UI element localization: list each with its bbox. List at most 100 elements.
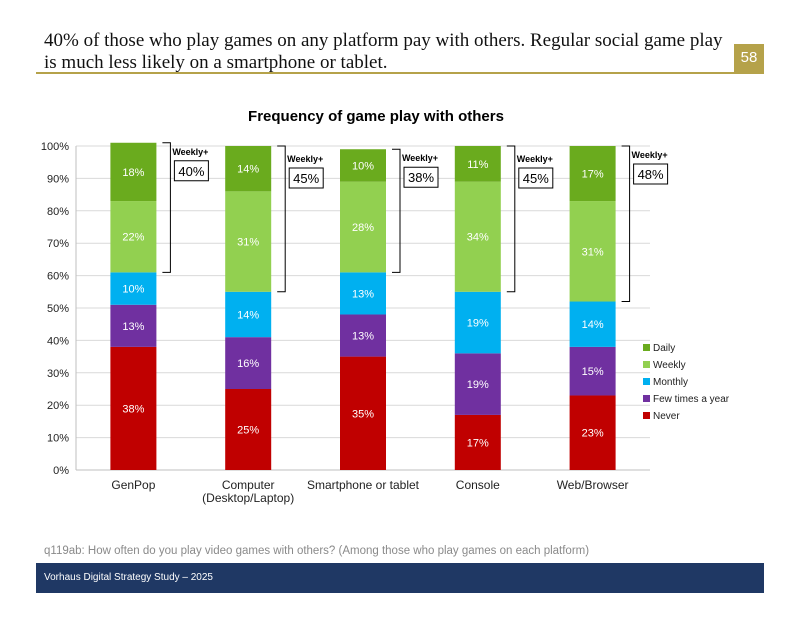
x-tick-label: GenPop <box>111 478 155 492</box>
data-label: 17% <box>582 169 604 181</box>
annotation-value: 45% <box>523 171 549 186</box>
y-tick-label: 40% <box>47 335 69 347</box>
bar-segment <box>110 201 157 273</box>
annotation-label: Weekly+ <box>287 154 323 164</box>
survey-footnote: q119ab: How often do you play video game… <box>44 545 590 557</box>
bar-segment <box>110 304 157 347</box>
data-label: 17% <box>467 437 489 449</box>
bar-segment <box>225 191 272 292</box>
bar-segment <box>340 356 386 470</box>
data-label: 35% <box>352 408 374 420</box>
data-label: 11% <box>467 159 488 171</box>
legend-label: Weekly <box>653 360 686 371</box>
x-tick-label: Console <box>456 478 500 492</box>
y-tick-label: 100% <box>41 141 69 153</box>
bar-segment <box>225 291 272 338</box>
data-label: 16% <box>237 358 259 370</box>
y-tick-label: 80% <box>47 206 69 218</box>
data-label: 18% <box>122 167 144 179</box>
weekly-plus-bracket <box>277 145 286 293</box>
bar-segment <box>110 346 157 470</box>
data-label: 13% <box>122 321 144 333</box>
data-label: 13% <box>352 331 374 343</box>
bar-segment <box>569 346 616 396</box>
bar-segment <box>340 272 386 315</box>
data-label: 10% <box>122 284 144 296</box>
bar-segment <box>340 181 386 273</box>
data-label: 14% <box>582 319 604 331</box>
bar-segment <box>225 337 272 389</box>
legend-swatch <box>643 361 650 368</box>
bar-segment <box>569 201 616 302</box>
footer-text: Vorhaus Digital Strategy Study – 2025 <box>44 572 213 583</box>
annotation-label: Weekly+ <box>632 150 668 160</box>
legend-swatch <box>643 395 650 402</box>
annotation-box <box>288 167 324 189</box>
data-label: 28% <box>352 222 374 234</box>
data-label: 19% <box>467 379 489 391</box>
weekly-plus-bracket <box>621 145 631 303</box>
y-tick-label: 20% <box>47 400 69 412</box>
data-label: 13% <box>352 288 374 300</box>
annotation-box <box>518 167 554 189</box>
bar-segment <box>110 142 157 202</box>
legend-swatch <box>643 412 650 419</box>
bar-segment <box>454 181 501 292</box>
data-label: 25% <box>237 425 259 437</box>
data-label: 34% <box>467 232 489 244</box>
x-tick-label: Smartphone or tablet <box>307 478 420 492</box>
bar-segment <box>569 395 616 470</box>
footer-bar: Vorhaus Digital Strategy Study – 2025 <box>36 563 764 593</box>
annotation-value: 40% <box>178 164 204 179</box>
data-label: 38% <box>122 403 144 415</box>
bar-segment <box>225 389 272 470</box>
annotation-value: 45% <box>293 171 319 186</box>
y-tick-label: 10% <box>47 433 69 445</box>
bar-segment <box>340 149 386 182</box>
annotation-box <box>173 160 209 182</box>
legend-label: Daily <box>653 343 675 354</box>
bar-segment <box>454 291 501 354</box>
annotation-value: 48% <box>638 167 664 182</box>
annotation-label: Weekly+ <box>402 153 438 163</box>
data-label: 10% <box>352 160 374 172</box>
x-tick-label: Web/Browser <box>557 478 629 492</box>
data-label: 19% <box>467 318 489 330</box>
annotation-label: Weekly+ <box>517 154 553 164</box>
bar-segment <box>569 146 616 202</box>
x-tick-label: (Desktop/Laptop) <box>202 491 294 505</box>
page-number: 58 <box>734 44 764 72</box>
page-headline: 40% of those who play games on any platf… <box>44 30 723 73</box>
weekly-plus-bracket <box>506 145 516 293</box>
chart-title: Frequency of game play with others <box>248 108 504 125</box>
y-tick-label: 70% <box>47 238 69 250</box>
annotation-box <box>403 166 439 188</box>
legend-label: Few times a year <box>653 394 730 405</box>
annotation-value: 38% <box>408 170 434 185</box>
weekly-plus-bracket <box>162 142 171 273</box>
headline-divider <box>36 72 764 74</box>
legend-swatch <box>643 344 650 351</box>
legend-label: Never <box>653 411 680 422</box>
bar-segment <box>454 146 501 182</box>
data-label: 15% <box>582 366 604 378</box>
x-tick-label: Computer <box>222 478 275 492</box>
annotation-label: Weekly+ <box>172 147 208 157</box>
data-label: 31% <box>237 237 259 249</box>
bar-segment <box>340 314 386 357</box>
data-label: 31% <box>582 246 604 258</box>
y-tick-label: 60% <box>47 271 69 283</box>
bar-segment <box>569 301 616 347</box>
y-tick-label: 30% <box>47 368 69 380</box>
weekly-plus-bracket <box>392 148 401 273</box>
legend-swatch <box>643 378 650 385</box>
y-tick-label: 0% <box>53 465 69 477</box>
data-label: 23% <box>582 428 604 440</box>
data-label: 14% <box>237 164 259 176</box>
bar-segment <box>110 272 157 305</box>
data-label: 22% <box>122 232 144 244</box>
y-tick-label: 90% <box>47 173 69 185</box>
annotation-box <box>633 163 669 185</box>
legend-label: Monthly <box>653 377 688 388</box>
